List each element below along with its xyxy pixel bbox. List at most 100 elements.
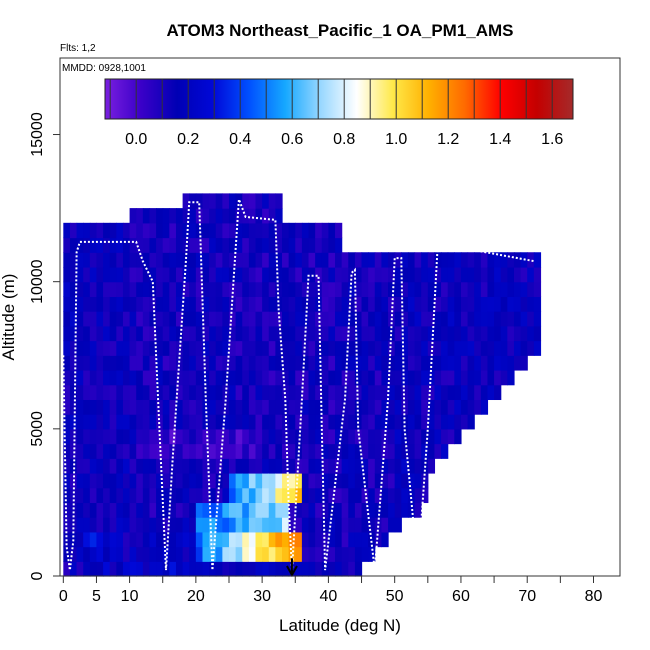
y-tick-label: 5000 bbox=[29, 411, 46, 447]
heatmap-cell bbox=[507, 266, 515, 283]
heatmap-cell bbox=[288, 237, 296, 253]
heatmap-cell bbox=[242, 340, 250, 356]
heatmap-cell bbox=[116, 399, 124, 415]
heatmap-cell bbox=[374, 296, 383, 312]
heatmap-cell bbox=[142, 399, 151, 415]
heatmap-cell bbox=[222, 517, 230, 533]
heatmap-cell bbox=[228, 369, 237, 386]
heatmap-cell bbox=[275, 369, 283, 386]
colorbar-tick-label: 1.4 bbox=[489, 131, 511, 148]
heatmap-cell bbox=[288, 222, 296, 239]
heatmap-cell bbox=[434, 266, 442, 283]
heatmap-cell bbox=[129, 517, 137, 533]
heatmap-cell bbox=[368, 428, 376, 445]
heatmap-cell bbox=[447, 369, 455, 386]
heatmap-cell bbox=[248, 546, 257, 562]
heatmap-cell bbox=[447, 266, 455, 283]
heatmap-cell bbox=[275, 281, 283, 297]
heatmap-cell bbox=[407, 414, 416, 430]
heatmap-cell bbox=[315, 458, 323, 474]
heatmap-cell bbox=[487, 325, 495, 342]
heatmap-cell bbox=[103, 340, 111, 356]
heatmap-cell bbox=[328, 517, 336, 533]
heatmap-cell bbox=[255, 222, 263, 239]
heatmap-cell bbox=[136, 340, 144, 356]
heatmap-cell bbox=[427, 281, 436, 297]
heatmap-cell bbox=[282, 252, 290, 268]
heatmap-cell bbox=[427, 369, 436, 386]
heatmap-cell bbox=[215, 384, 223, 401]
heatmap-cell bbox=[255, 414, 263, 430]
heatmap-cell bbox=[103, 472, 111, 489]
heatmap-cell bbox=[109, 237, 117, 253]
heatmap-cell bbox=[354, 487, 363, 504]
heatmap-cell bbox=[354, 252, 363, 268]
heatmap-cell bbox=[262, 222, 270, 239]
heatmap-cell bbox=[182, 296, 190, 312]
heatmap-cell bbox=[301, 472, 310, 489]
heatmap-cell bbox=[427, 428, 436, 445]
heatmap-cell bbox=[341, 414, 349, 430]
heatmap-cell bbox=[308, 369, 316, 386]
heatmap-cell bbox=[202, 517, 210, 533]
heatmap-cell bbox=[182, 252, 190, 268]
heatmap-cell bbox=[242, 487, 250, 504]
heatmap-cell bbox=[262, 325, 270, 342]
heatmap-cell bbox=[262, 266, 270, 283]
heatmap-cell bbox=[129, 546, 137, 562]
heatmap-cell bbox=[295, 311, 303, 327]
heatmap-cell bbox=[109, 561, 117, 577]
heatmap-cell bbox=[235, 502, 243, 518]
heatmap-cell bbox=[129, 281, 137, 297]
heatmap-cell bbox=[321, 443, 330, 459]
heatmap-cell bbox=[441, 399, 449, 415]
heatmap-cell bbox=[189, 399, 197, 415]
colorbar-tick-label: 0.6 bbox=[281, 131, 303, 148]
heatmap-cell bbox=[520, 311, 528, 327]
heatmap-cell bbox=[441, 443, 449, 459]
heatmap-cell bbox=[142, 546, 151, 562]
heatmap-cell bbox=[136, 281, 144, 297]
heatmap-cell bbox=[513, 252, 522, 268]
heatmap-cell bbox=[109, 281, 117, 297]
heatmap-cell bbox=[242, 222, 250, 239]
heatmap-cell bbox=[129, 384, 137, 401]
heatmap-cell bbox=[162, 222, 170, 239]
heatmap-cell bbox=[156, 266, 164, 283]
heatmap-cell bbox=[388, 355, 396, 371]
heatmap-cell bbox=[136, 502, 144, 518]
heatmap-cell bbox=[368, 266, 376, 283]
heatmap-cell bbox=[421, 472, 429, 489]
heatmap-cell bbox=[262, 487, 270, 504]
heatmap-cell bbox=[500, 311, 508, 327]
heatmap-cell bbox=[122, 428, 131, 445]
heatmap-cell bbox=[103, 517, 111, 533]
heatmap-cell bbox=[103, 355, 111, 371]
heatmap-cell bbox=[175, 546, 184, 562]
heatmap-cell bbox=[301, 458, 310, 474]
heatmap-cell bbox=[354, 325, 363, 342]
heatmap-cell bbox=[447, 340, 455, 356]
heatmap-cell bbox=[162, 428, 170, 445]
heatmap-cell bbox=[162, 281, 170, 297]
heatmap-cell bbox=[454, 414, 462, 430]
heatmap-cell bbox=[209, 487, 217, 504]
heatmap-cell bbox=[149, 399, 157, 415]
heatmap-cell bbox=[460, 414, 469, 430]
y-axis: 0 5000 10000 15000 bbox=[29, 112, 60, 580]
heatmap-cell bbox=[447, 414, 455, 430]
heatmap-cell bbox=[368, 531, 376, 548]
heatmap-cell bbox=[69, 561, 78, 577]
heatmap-cell bbox=[109, 414, 117, 430]
heatmap-cell bbox=[348, 340, 356, 356]
heatmap-cell bbox=[262, 561, 270, 577]
heatmap-cell bbox=[348, 443, 356, 459]
heatmap-cell bbox=[116, 428, 124, 445]
heatmap-cell bbox=[248, 487, 257, 504]
heatmap-cell bbox=[374, 458, 383, 474]
heatmap-cell bbox=[63, 325, 71, 342]
heatmap-cell bbox=[76, 252, 84, 268]
heatmap-cell bbox=[189, 443, 197, 459]
heatmap-cell bbox=[354, 355, 363, 371]
heatmap-cell bbox=[348, 531, 356, 548]
